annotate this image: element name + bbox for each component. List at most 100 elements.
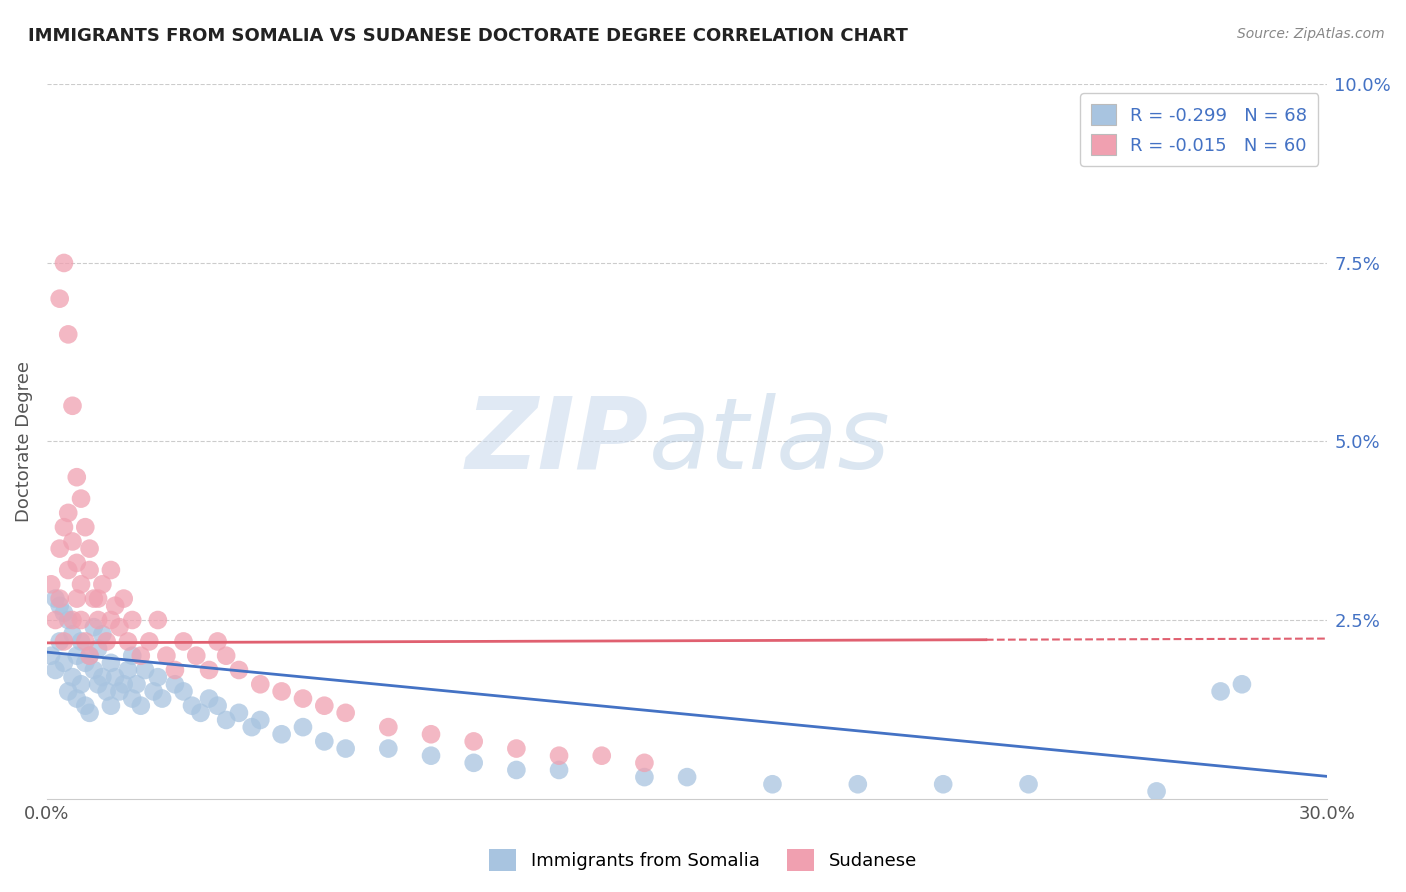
Point — [117, 663, 139, 677]
Point — [70, 491, 93, 506]
Point — [100, 613, 122, 627]
Point — [505, 763, 527, 777]
Point — [112, 591, 135, 606]
Point — [129, 648, 152, 663]
Point — [87, 591, 110, 606]
Point — [58, 563, 80, 577]
Point — [48, 634, 70, 648]
Point — [240, 720, 263, 734]
Point — [87, 613, 110, 627]
Point — [91, 577, 114, 591]
Point — [1146, 784, 1168, 798]
Point — [142, 684, 165, 698]
Point — [44, 613, 66, 627]
Point — [48, 541, 70, 556]
Point — [420, 748, 443, 763]
Point — [505, 741, 527, 756]
Point — [75, 520, 97, 534]
Point — [48, 599, 70, 613]
Point — [62, 670, 84, 684]
Point — [270, 684, 292, 698]
Point — [52, 656, 75, 670]
Point — [39, 648, 62, 663]
Point — [633, 756, 655, 770]
Point — [83, 620, 105, 634]
Point — [155, 648, 177, 663]
Point — [62, 399, 84, 413]
Point — [104, 599, 127, 613]
Point — [125, 677, 148, 691]
Point — [48, 292, 70, 306]
Legend: Immigrants from Somalia, Sudanese: Immigrants from Somalia, Sudanese — [482, 842, 924, 879]
Point — [1018, 777, 1040, 791]
Point — [70, 577, 93, 591]
Point — [44, 663, 66, 677]
Point — [58, 684, 80, 698]
Point — [163, 663, 186, 677]
Point — [75, 698, 97, 713]
Point — [75, 634, 97, 648]
Point — [207, 698, 229, 713]
Point — [291, 720, 314, 734]
Point — [100, 656, 122, 670]
Text: Source: ZipAtlas.com: Source: ZipAtlas.com — [1237, 27, 1385, 41]
Point — [75, 656, 97, 670]
Point — [548, 763, 571, 777]
Point — [70, 677, 93, 691]
Point — [146, 613, 169, 627]
Point — [146, 670, 169, 684]
Point — [79, 563, 101, 577]
Point — [96, 634, 118, 648]
Point — [761, 777, 783, 791]
Point — [138, 634, 160, 648]
Point — [314, 734, 336, 748]
Point — [66, 691, 89, 706]
Point — [79, 648, 101, 663]
Point — [52, 256, 75, 270]
Point — [87, 677, 110, 691]
Point — [198, 663, 221, 677]
Point — [104, 670, 127, 684]
Point — [846, 777, 869, 791]
Point — [291, 691, 314, 706]
Point — [215, 713, 238, 727]
Point — [932, 777, 955, 791]
Point — [121, 648, 143, 663]
Point — [335, 706, 357, 720]
Point — [62, 613, 84, 627]
Point — [228, 663, 250, 677]
Point — [172, 634, 194, 648]
Point — [79, 648, 101, 663]
Point — [66, 591, 89, 606]
Point — [66, 648, 89, 663]
Point — [172, 684, 194, 698]
Point — [463, 756, 485, 770]
Point — [1230, 677, 1253, 691]
Point — [79, 541, 101, 556]
Point — [249, 713, 271, 727]
Point — [112, 677, 135, 691]
Point — [58, 613, 80, 627]
Point — [249, 677, 271, 691]
Text: ZIP: ZIP — [465, 393, 648, 490]
Point — [83, 663, 105, 677]
Point — [463, 734, 485, 748]
Point — [52, 634, 75, 648]
Point — [181, 698, 204, 713]
Point — [91, 670, 114, 684]
Point — [100, 563, 122, 577]
Point — [70, 634, 93, 648]
Point — [228, 706, 250, 720]
Point — [335, 741, 357, 756]
Point — [117, 634, 139, 648]
Point — [70, 613, 93, 627]
Point — [108, 620, 131, 634]
Point — [134, 663, 156, 677]
Point — [100, 698, 122, 713]
Point — [633, 770, 655, 784]
Text: atlas: atlas — [648, 393, 890, 490]
Point — [66, 556, 89, 570]
Point — [44, 591, 66, 606]
Point — [591, 748, 613, 763]
Point — [377, 741, 399, 756]
